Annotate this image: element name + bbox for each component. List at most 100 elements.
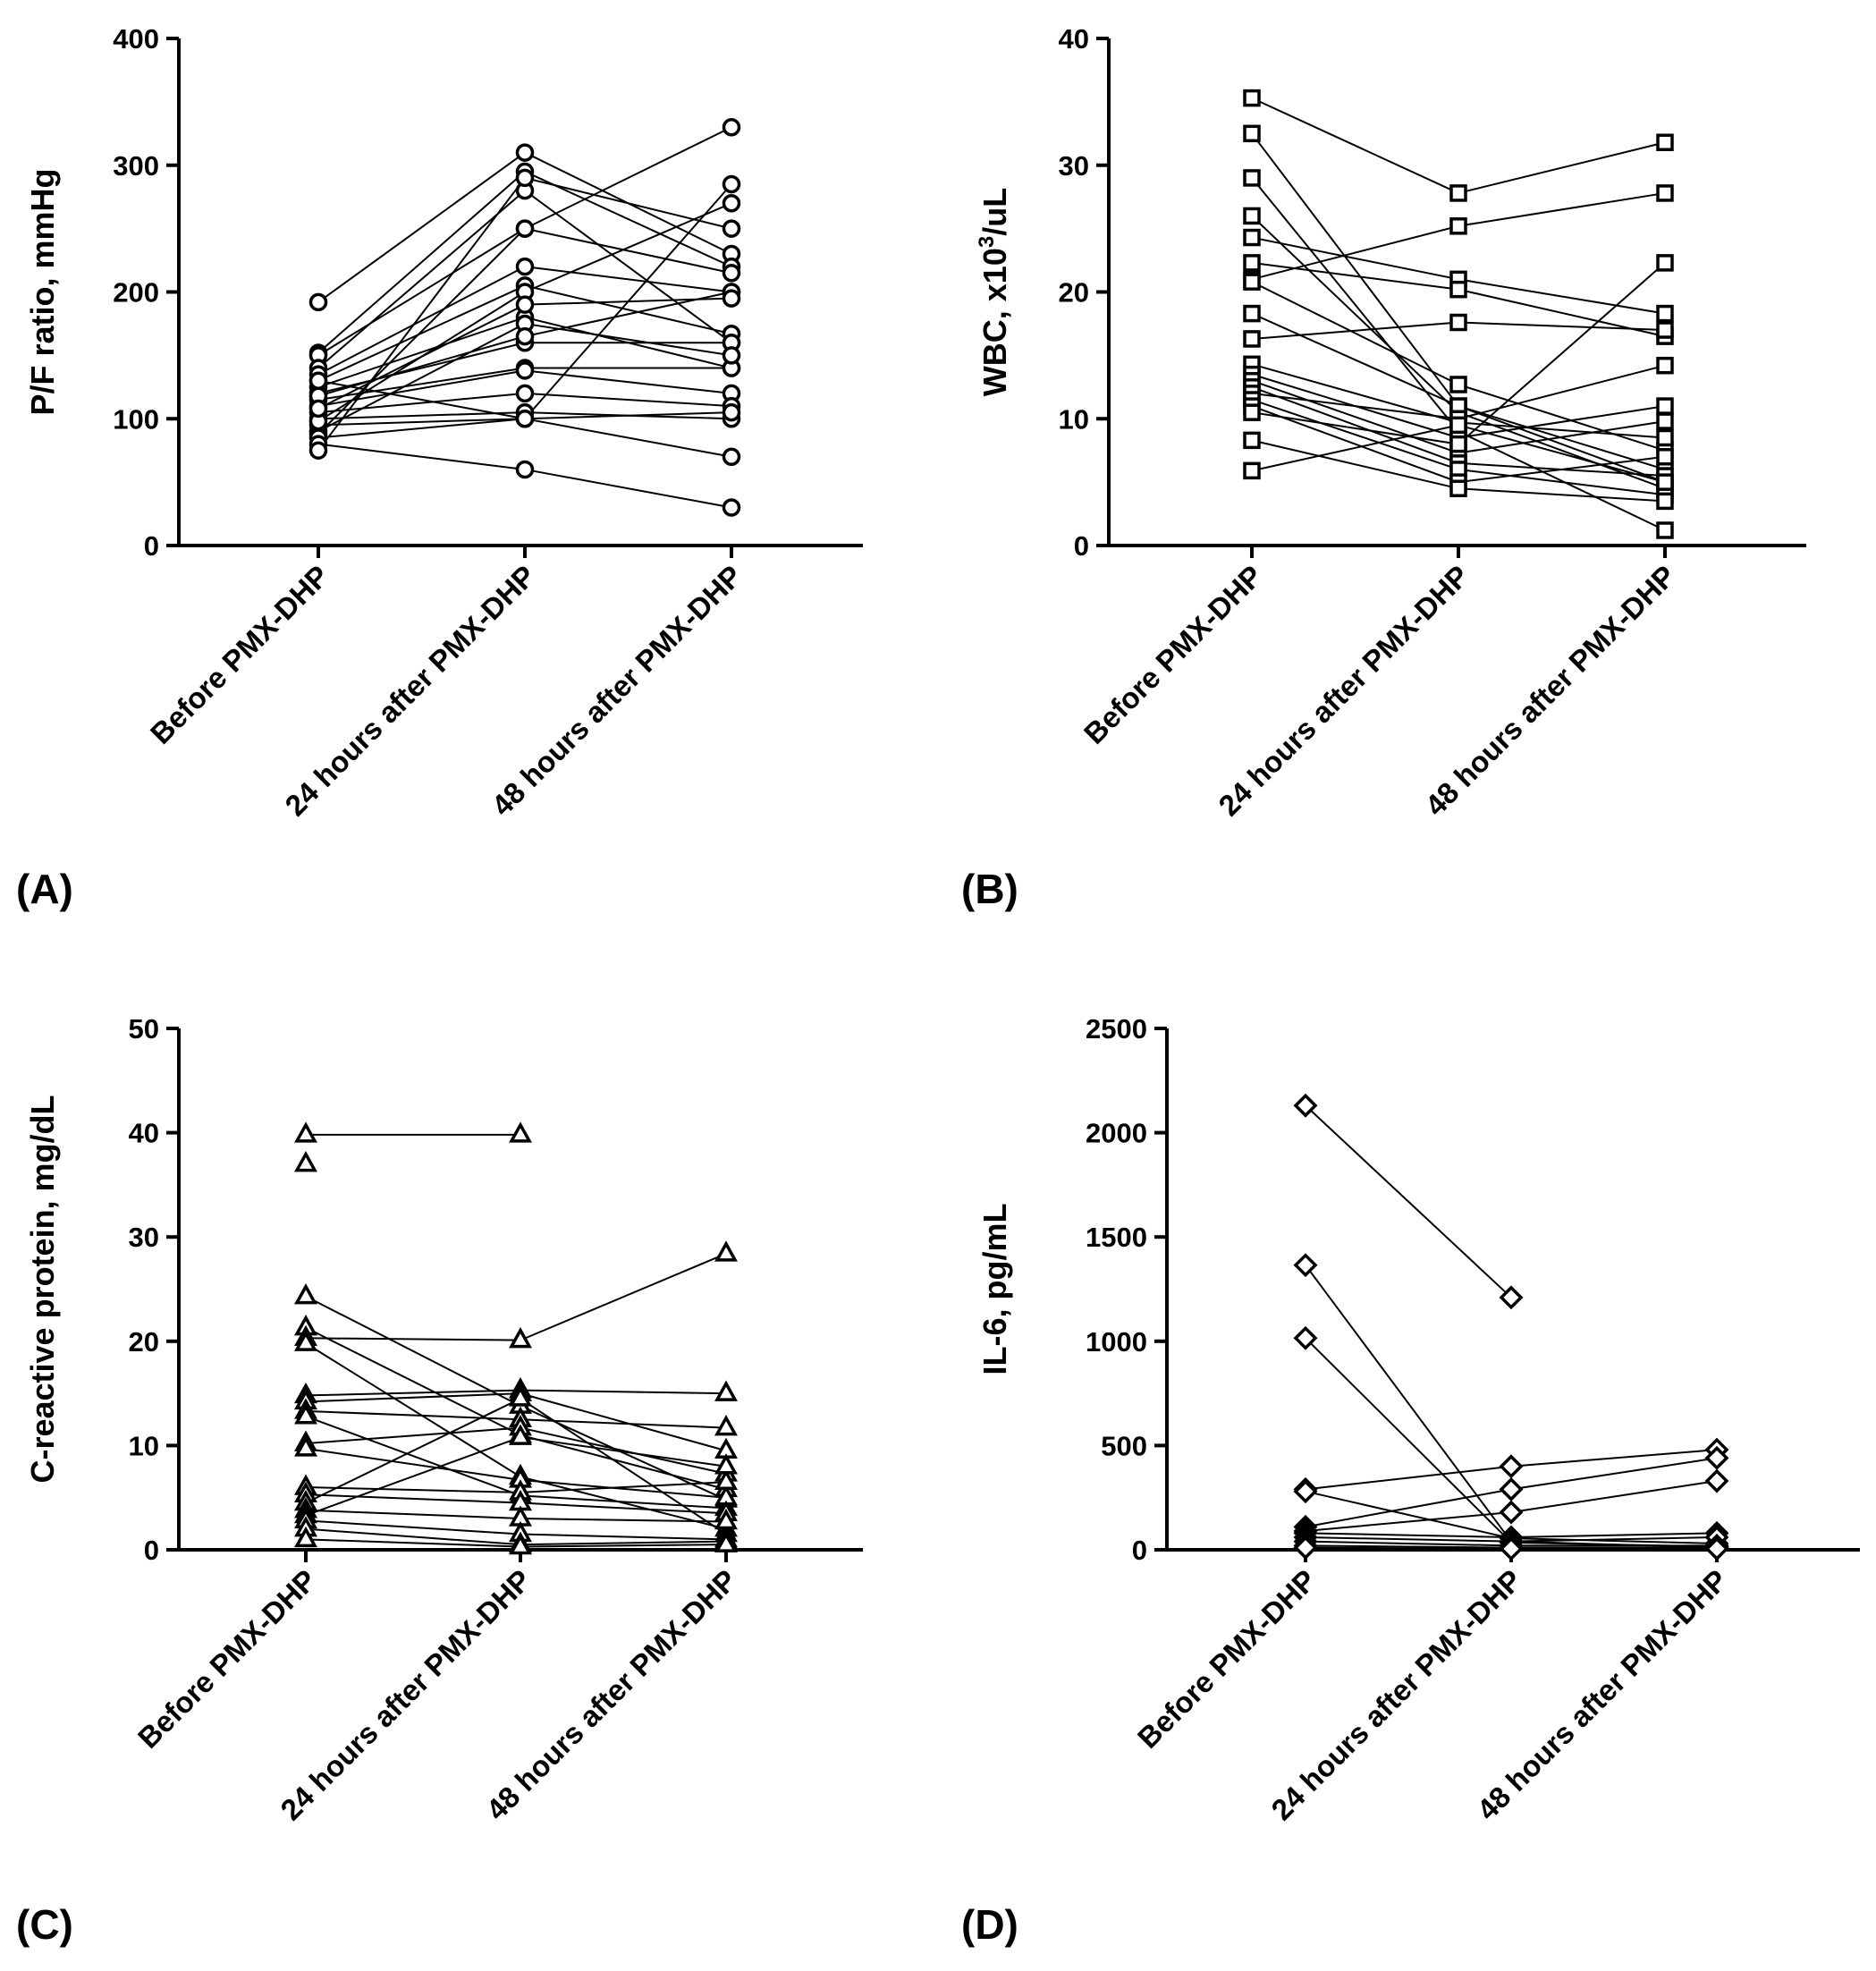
data-point-marker	[515, 219, 535, 238]
series-line-segment	[1458, 405, 1666, 484]
series-line-segment	[520, 1426, 727, 1475]
data-point-marker	[294, 1330, 317, 1351]
data-point-marker	[1243, 89, 1261, 107]
series-line-segment	[1305, 1544, 1512, 1549]
y-axis-title: WBC, x103/uL	[975, 188, 1013, 396]
data-point-marker	[515, 168, 535, 188]
series-line-segment	[1458, 468, 1666, 496]
y-axis-title: P/F ratio, mmHg	[24, 168, 61, 415]
data-point-marker	[515, 295, 535, 314]
data-point-marker	[515, 410, 535, 428]
data-point-marker	[1656, 397, 1674, 415]
series-line-segment	[1458, 384, 1666, 452]
series-line-segment	[1458, 278, 1666, 315]
data-point-marker	[1449, 376, 1467, 393]
data-point-marker	[1499, 1500, 1524, 1525]
data-point-marker	[294, 1526, 317, 1548]
data-point-marker	[1704, 1445, 1729, 1470]
y-tick-label: 0	[144, 530, 159, 562]
y-axis-title-text: C-reactive protein, mg/dL	[24, 1095, 61, 1483]
series-lines-layer	[317, 126, 732, 509]
series-line-segment	[524, 190, 732, 344]
series-line-segment	[1305, 1490, 1512, 1540]
series-line-segment	[524, 170, 732, 268]
series-line-segment	[1251, 392, 1459, 420]
data-point-marker	[714, 1453, 738, 1475]
series-line-segment	[305, 1389, 521, 1397]
series-line-segment	[317, 335, 526, 397]
series-line-segment	[1251, 312, 1459, 407]
series-line-segment	[305, 1426, 521, 1445]
series-line-segment	[524, 369, 732, 394]
series-line-segment	[305, 1337, 521, 1341]
y-axis-title-superscript: 3	[975, 236, 999, 248]
data-point-marker	[722, 447, 741, 467]
series-line-segment	[317, 171, 526, 354]
series-line-segment	[524, 227, 732, 275]
data-point-marker	[1704, 1468, 1729, 1493]
series-line-segment	[524, 297, 732, 306]
data-point-marker	[1656, 321, 1674, 339]
series-line-segment	[520, 1540, 727, 1546]
data-point-marker	[1499, 1536, 1524, 1561]
series-line-segment	[1458, 424, 1666, 484]
y-axis-title-text: P/F ratio, mmHg	[24, 168, 61, 415]
y-tick-label: 0	[1074, 530, 1089, 562]
series-line-segment	[520, 1533, 727, 1541]
series-line-segment	[1305, 1540, 1512, 1547]
data-point-marker	[1449, 435, 1467, 453]
series-line-segment	[1458, 411, 1666, 490]
series-markers-layer	[294, 1121, 738, 1555]
data-point-marker	[1656, 184, 1674, 202]
series-line-segment	[305, 1436, 521, 1517]
series-line-segment	[1251, 281, 1459, 385]
y-tick-label: 200	[113, 277, 159, 309]
series-line-segment	[1251, 439, 1459, 490]
data-point-marker	[1293, 1253, 1318, 1278]
series-line-segment	[305, 1527, 521, 1546]
x-category-label: Before PMX-DHP	[144, 559, 335, 750]
series-line-segment	[317, 190, 526, 369]
y-tick-label: 1000	[1086, 1326, 1147, 1358]
data-point-marker	[722, 174, 741, 194]
data-point-marker	[1449, 313, 1467, 332]
series-line-segment	[1510, 1480, 1718, 1514]
series-line-segment	[1458, 141, 1666, 194]
series-line-segment	[1458, 430, 1666, 531]
data-point-marker	[1243, 169, 1261, 187]
series-line-segment	[317, 418, 526, 439]
y-axis-title-text: IL-6, pg/mL	[976, 1204, 1013, 1375]
series-line-segment	[524, 418, 732, 458]
y-tick-label: 30	[129, 1222, 159, 1253]
series-markers-layer	[1243, 89, 1674, 539]
panel-letter: (C)	[16, 1901, 73, 1948]
series-line-segment	[317, 316, 526, 388]
data-point-marker	[294, 1435, 317, 1457]
series-line-segment	[305, 1342, 521, 1478]
series-line-segment	[1458, 487, 1666, 503]
series-line-segment	[1251, 379, 1459, 454]
y-axis-title-text: WBC, x10	[976, 248, 1013, 396]
series-line-segment	[317, 379, 526, 420]
series-line-segment	[305, 1519, 521, 1535]
series-line-segment	[1458, 364, 1666, 420]
panel-letter: (D)	[961, 1901, 1018, 1948]
series-lines-layer	[305, 1133, 727, 1548]
data-point-marker	[722, 117, 741, 137]
data-point-marker	[1656, 304, 1674, 323]
y-tick-label: 500	[1101, 1430, 1147, 1461]
series-line-segment	[520, 1418, 727, 1429]
data-point-marker	[1243, 403, 1261, 421]
data-point-marker	[1293, 1535, 1318, 1561]
series-line-segment	[1251, 97, 1459, 194]
series-line-segment	[1510, 1532, 1718, 1539]
series-line-segment	[1458, 455, 1666, 484]
data-point-marker	[714, 1468, 738, 1490]
data-point-marker	[515, 143, 535, 162]
data-point-marker	[509, 1385, 532, 1407]
series-line-segment	[1305, 1104, 1512, 1298]
series-line-segment	[1458, 420, 1666, 454]
series-line-segment	[317, 323, 526, 433]
